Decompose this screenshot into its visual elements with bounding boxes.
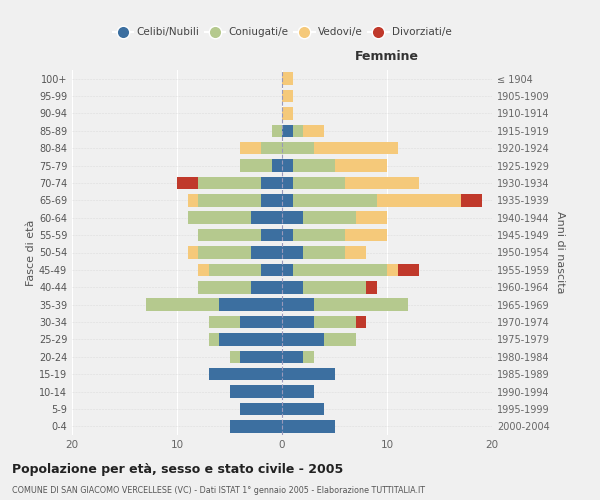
Bar xyxy=(187,212,251,224)
Bar xyxy=(219,298,282,311)
Bar xyxy=(282,402,324,415)
Bar xyxy=(240,160,271,172)
Bar xyxy=(282,420,335,432)
Bar xyxy=(240,350,282,363)
Bar xyxy=(261,194,282,206)
Bar xyxy=(282,194,293,206)
Bar xyxy=(293,160,335,172)
Bar xyxy=(282,264,293,276)
Bar xyxy=(324,333,355,345)
Bar xyxy=(187,246,198,259)
Bar xyxy=(282,72,293,85)
Bar xyxy=(251,212,282,224)
Bar xyxy=(293,176,345,189)
Bar xyxy=(293,264,387,276)
Bar xyxy=(282,160,293,172)
Bar xyxy=(345,176,419,189)
Bar xyxy=(261,142,282,154)
Text: Femmine: Femmine xyxy=(355,50,419,62)
Bar xyxy=(282,212,303,224)
Bar xyxy=(209,333,219,345)
Bar xyxy=(377,194,461,206)
Bar xyxy=(219,333,282,345)
Bar xyxy=(198,264,209,276)
Bar xyxy=(282,281,303,293)
Bar xyxy=(303,350,314,363)
Bar xyxy=(282,90,293,102)
Bar xyxy=(240,402,282,415)
Bar xyxy=(177,176,198,189)
Bar xyxy=(398,264,419,276)
Bar xyxy=(335,160,387,172)
Bar xyxy=(271,124,282,137)
Bar xyxy=(293,194,377,206)
Y-axis label: Fasce di età: Fasce di età xyxy=(26,220,36,286)
Bar xyxy=(146,298,219,311)
Bar xyxy=(198,229,261,241)
Text: Popolazione per età, sesso e stato civile - 2005: Popolazione per età, sesso e stato civil… xyxy=(12,462,343,475)
Text: COMUNE DI SAN GIACOMO VERCELLESE (VC) - Dati ISTAT 1° gennaio 2005 - Elaborazion: COMUNE DI SAN GIACOMO VERCELLESE (VC) - … xyxy=(12,486,425,495)
Bar xyxy=(229,386,282,398)
Bar xyxy=(251,246,282,259)
Bar xyxy=(209,368,282,380)
Bar xyxy=(345,229,387,241)
Bar xyxy=(187,194,198,206)
Bar xyxy=(240,316,282,328)
Bar xyxy=(198,194,261,206)
Bar xyxy=(198,246,251,259)
Bar xyxy=(314,142,398,154)
Bar xyxy=(198,281,251,293)
Bar xyxy=(461,194,482,206)
Bar xyxy=(303,281,366,293)
Y-axis label: Anni di nascita: Anni di nascita xyxy=(555,211,565,294)
Bar xyxy=(240,142,261,154)
Bar xyxy=(198,176,261,189)
Bar xyxy=(303,246,345,259)
Bar xyxy=(387,264,398,276)
Bar xyxy=(303,124,324,137)
Bar xyxy=(282,386,314,398)
Bar xyxy=(209,316,240,328)
Bar xyxy=(355,212,387,224)
Bar xyxy=(282,176,293,189)
Bar xyxy=(282,246,303,259)
Bar xyxy=(282,368,335,380)
Bar xyxy=(366,281,377,293)
Bar xyxy=(355,316,366,328)
Bar xyxy=(282,350,303,363)
Bar xyxy=(282,142,314,154)
Bar xyxy=(282,229,293,241)
Bar xyxy=(282,316,314,328)
Bar xyxy=(229,350,240,363)
Bar xyxy=(293,229,345,241)
Bar xyxy=(282,298,314,311)
Bar xyxy=(229,420,282,432)
Bar xyxy=(282,107,293,120)
Bar xyxy=(282,333,324,345)
Bar xyxy=(314,316,355,328)
Bar xyxy=(261,264,282,276)
Bar xyxy=(261,176,282,189)
Bar xyxy=(314,298,408,311)
Bar xyxy=(293,124,303,137)
Bar xyxy=(251,281,282,293)
Bar xyxy=(345,246,366,259)
Bar xyxy=(282,124,293,137)
Bar xyxy=(303,212,355,224)
Bar xyxy=(209,264,261,276)
Legend: Celibi/Nubili, Coniugati/e, Vedovi/e, Divorziati/e: Celibi/Nubili, Coniugati/e, Vedovi/e, Di… xyxy=(109,24,455,40)
Bar xyxy=(261,229,282,241)
Bar xyxy=(271,160,282,172)
